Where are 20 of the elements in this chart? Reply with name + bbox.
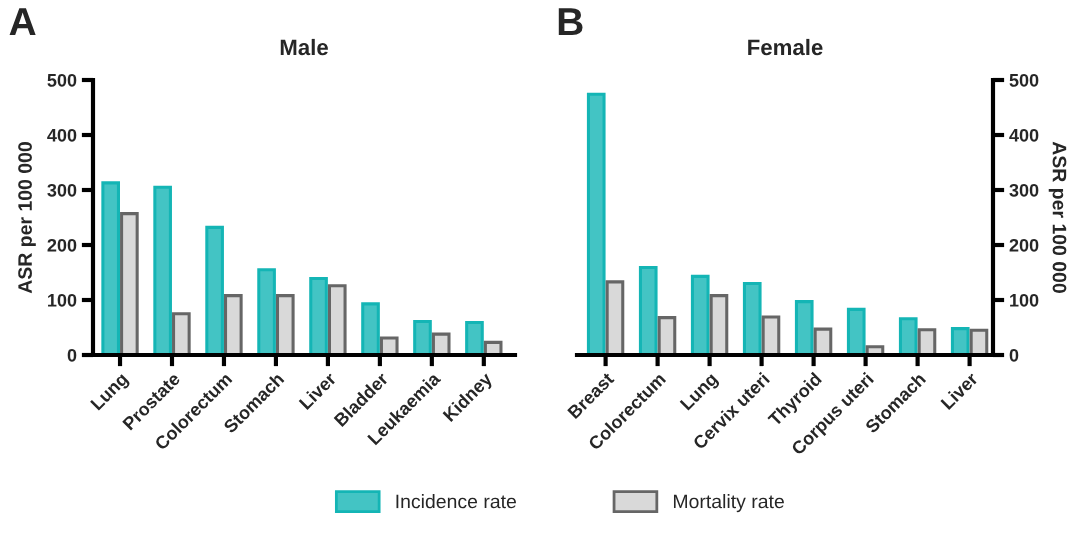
- chart-title: Male: [280, 38, 328, 56]
- y-tick-label: 100: [1010, 293, 1039, 307]
- y-tick-label: 200: [1009, 238, 1039, 252]
- y-tick-label: 500: [1009, 73, 1039, 87]
- y-tick-label: 200: [47, 238, 77, 252]
- text: B: [558, 8, 583, 36]
- text: A: [9, 8, 36, 36]
- y-tick-label: 300: [1009, 183, 1039, 197]
- y-tick-label: 400: [1009, 128, 1039, 142]
- chart-title: Female: [748, 38, 823, 56]
- y-tick-label: 100: [48, 293, 77, 307]
- legend-label: Incidence rate: [396, 494, 516, 509]
- y-tick-label: 400: [47, 128, 77, 142]
- y-tick-label: 0: [1009, 348, 1019, 362]
- y-tick-label: 0: [67, 348, 77, 362]
- y-axis-title: ASR per 100 000: [1048, 141, 1067, 293]
- y-axis-title: ASR per 100 000: [18, 142, 36, 294]
- legend-label: Mortality rate: [673, 494, 784, 513]
- y-tick-label: 300: [47, 183, 77, 197]
- y-tick-label: 500: [47, 73, 77, 87]
